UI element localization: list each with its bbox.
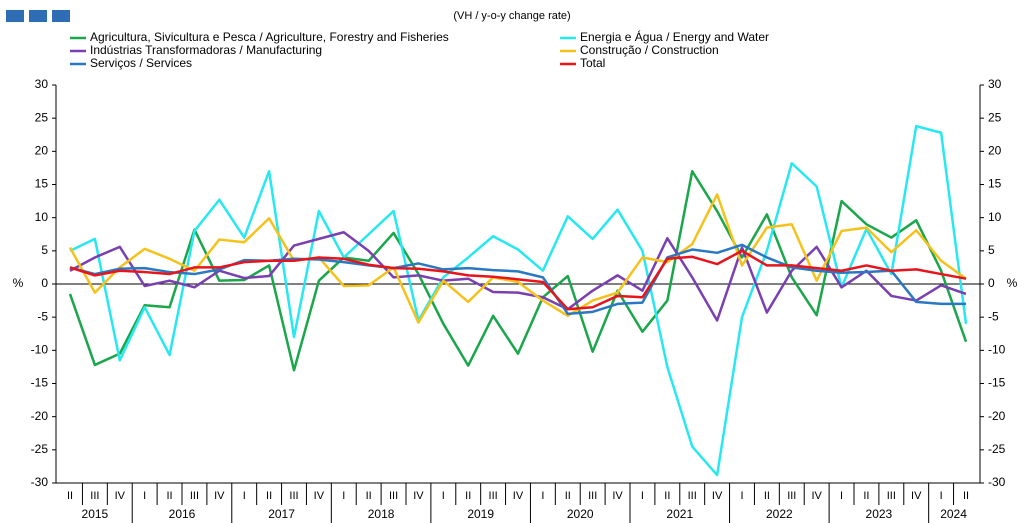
y2-tick-label: 0 xyxy=(988,276,995,290)
series-line xyxy=(69,243,966,316)
y-tick-label: 10 xyxy=(35,210,49,224)
x-tick-label: IV xyxy=(811,490,822,502)
y2-tick-label: -15 xyxy=(988,376,1006,390)
x-tick-label: III xyxy=(688,490,697,502)
y2-tick-label: -10 xyxy=(988,343,1006,357)
series-line xyxy=(68,193,967,324)
y2-tick-label: -30 xyxy=(988,475,1006,489)
series-line xyxy=(69,249,967,311)
x-tick-label: I xyxy=(243,490,246,502)
x-tick-label: I xyxy=(840,490,843,502)
x-tick-label: I xyxy=(940,490,943,502)
y2-tick-label: 20 xyxy=(988,144,1002,158)
x-tick-label: III xyxy=(190,490,199,502)
y2-tick-label: 25 xyxy=(988,110,1002,124)
x-tick-label: I xyxy=(740,490,743,502)
x-tick-label: IV xyxy=(911,490,922,502)
x-tick-label: IV xyxy=(115,490,126,502)
year-label: 2017 xyxy=(268,507,295,521)
x-tick-label: IV xyxy=(712,490,723,502)
y-tick-label: -25 xyxy=(31,442,49,456)
series-line xyxy=(69,124,968,477)
x-tick-label: III xyxy=(787,490,796,502)
legend-label: Serviços / Services xyxy=(90,56,192,70)
x-tick-label: I xyxy=(541,490,544,502)
y2-tick-label: 15 xyxy=(988,177,1002,191)
legend-label: Construção / Construction xyxy=(580,43,719,57)
y2-tick-label: -25 xyxy=(988,442,1006,456)
x-tick-label: IV xyxy=(413,490,424,502)
x-tick-label: II xyxy=(67,490,73,502)
x-tick-label: III xyxy=(887,490,896,502)
chart-subtitle: (VH / y-o-y change rate) xyxy=(453,10,570,22)
x-tick-label: III xyxy=(489,490,498,502)
y-tick-label: 15 xyxy=(35,177,49,191)
x-tick-label: III xyxy=(289,490,298,502)
x-tick-label: II xyxy=(465,490,471,502)
x-tick-label: I xyxy=(143,490,146,502)
logo-block xyxy=(29,10,47,22)
x-tick-label: II xyxy=(266,490,272,502)
year-label: 2015 xyxy=(82,507,109,521)
x-tick-label: II xyxy=(565,490,571,502)
year-label: 2019 xyxy=(467,507,494,521)
logo-block xyxy=(6,10,24,22)
x-tick-label: II xyxy=(963,490,969,502)
series-line xyxy=(68,169,968,372)
y2-axis-label: % xyxy=(1007,276,1018,290)
legend-label: Indústrias Transformadoras / Manufacturi… xyxy=(90,43,322,57)
y-tick-label: 20 xyxy=(35,144,49,158)
year-label: 2024 xyxy=(940,507,967,521)
y-tick-label: -30 xyxy=(31,475,49,489)
y-tick-label: 0 xyxy=(41,276,48,290)
y-tick-label: -5 xyxy=(37,309,48,323)
x-tick-label: I xyxy=(442,490,445,502)
year-label: 2018 xyxy=(368,507,395,521)
y2-tick-label: 5 xyxy=(988,243,995,257)
logo-block xyxy=(52,10,70,22)
series-line xyxy=(69,231,967,322)
x-tick-label: I xyxy=(641,490,644,502)
x-tick-label: III xyxy=(389,490,398,502)
x-tick-label: III xyxy=(588,490,597,502)
y2-tick-label: 30 xyxy=(988,77,1002,91)
x-tick-label: IV xyxy=(513,490,524,502)
year-label: 2020 xyxy=(567,507,594,521)
y-axis-label: % xyxy=(13,276,24,290)
x-tick-label: II xyxy=(366,490,372,502)
x-tick-label: IV xyxy=(314,490,325,502)
x-tick-label: I xyxy=(342,490,345,502)
y-tick-label: 30 xyxy=(35,77,49,91)
legend-label: Agricultura, Sivicultura e Pesca / Agric… xyxy=(90,30,449,44)
y-tick-label: 5 xyxy=(41,243,48,257)
year-label: 2016 xyxy=(169,507,196,521)
y-tick-label: -15 xyxy=(31,376,49,390)
y2-tick-label: 10 xyxy=(988,210,1002,224)
y-tick-label: -20 xyxy=(31,409,49,423)
x-tick-label: IV xyxy=(612,490,623,502)
x-tick-label: II xyxy=(664,490,670,502)
year-label: 2022 xyxy=(766,507,793,521)
x-tick-label: II xyxy=(166,490,172,502)
x-tick-label: II xyxy=(863,490,869,502)
y-tick-label: -10 xyxy=(31,343,49,357)
y2-tick-label: -5 xyxy=(988,309,999,323)
x-tick-label: II xyxy=(764,490,770,502)
legend-label: Total xyxy=(580,56,605,70)
year-label: 2023 xyxy=(866,507,893,521)
y2-tick-label: -20 xyxy=(988,409,1006,423)
y-tick-label: 25 xyxy=(35,110,49,124)
x-tick-label: IV xyxy=(214,490,225,502)
legend-label: Energia e Água / Energy and Water xyxy=(580,29,769,44)
year-label: 2021 xyxy=(666,507,693,521)
x-tick-label: III xyxy=(90,490,99,502)
